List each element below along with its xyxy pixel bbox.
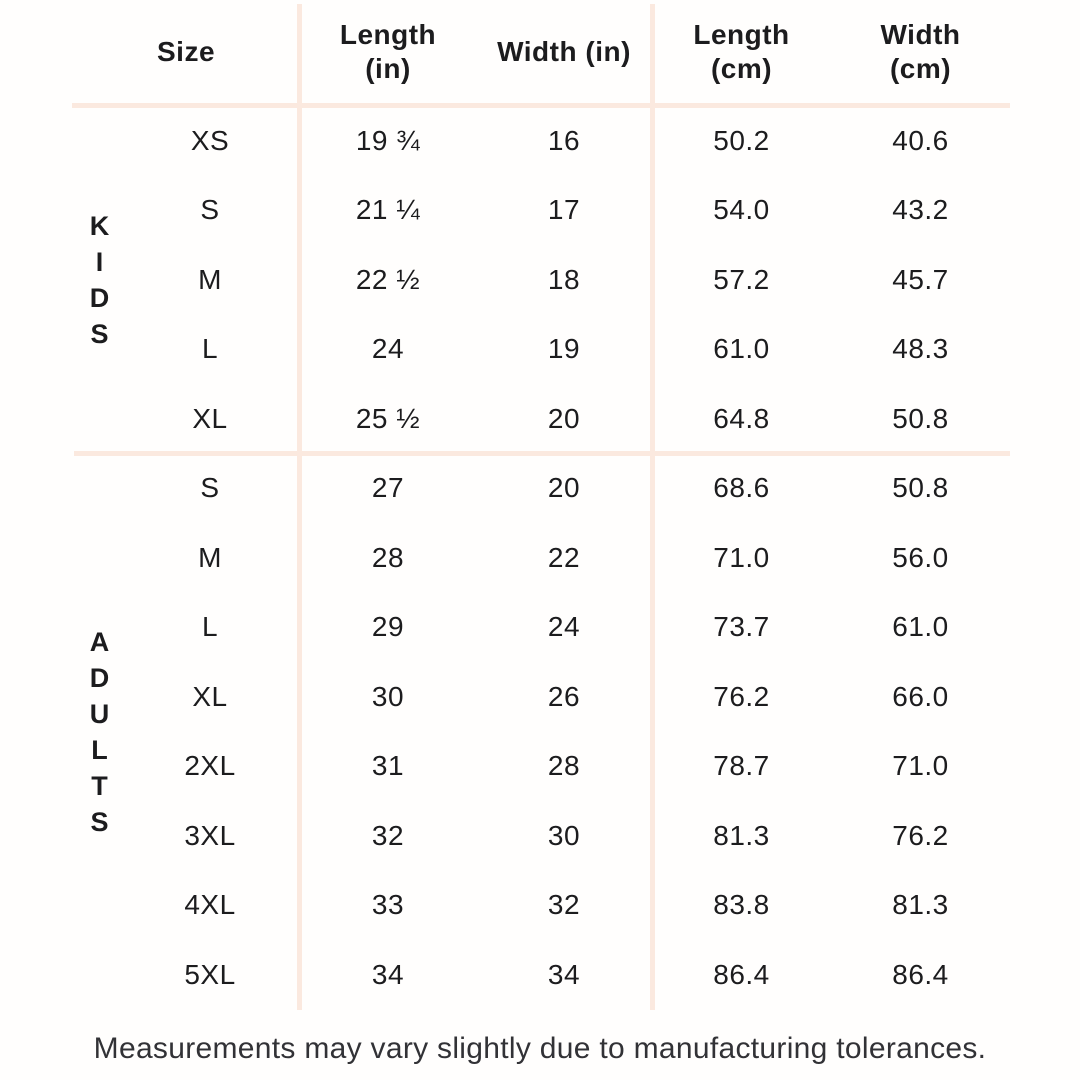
width-cm-cell: 61.0 bbox=[892, 611, 949, 643]
size-cell: 4XL bbox=[184, 889, 236, 921]
table-row: 4XL 33 32 83.8 81.3 bbox=[72, 871, 1010, 941]
size-cell: XL bbox=[192, 680, 228, 712]
size-cell: XS bbox=[190, 124, 230, 156]
width-in-cell: 32 bbox=[547, 889, 581, 921]
table-row: S 21 ¼ 17 54.0 43.2 bbox=[72, 176, 1010, 246]
kids-rows: XS 19 ¾ 16 50.2 40.6 S 21 ¼ 17 54.0 43.2… bbox=[72, 106, 1010, 454]
size-cell: 5XL bbox=[184, 958, 236, 990]
length-cm-cell: 57.2 bbox=[713, 263, 770, 295]
length-cm-cell: 68.6 bbox=[713, 472, 770, 504]
column-divider-in-cm bbox=[650, 4, 655, 1010]
kids-adults-divider-line bbox=[74, 451, 1010, 456]
length-cm-cell: 54.0 bbox=[713, 194, 770, 226]
width-cm-cell: 50.8 bbox=[892, 402, 949, 434]
width-cm-cell: 76.2 bbox=[892, 819, 949, 851]
size-cell: M bbox=[198, 541, 222, 573]
width-cm-cell: 81.3 bbox=[892, 889, 949, 921]
size-cell: XL bbox=[192, 402, 228, 434]
width-cm-cell: 56.0 bbox=[892, 541, 949, 573]
width-in-cell: 22 bbox=[547, 541, 581, 573]
length-in-cell: 32 bbox=[371, 819, 405, 851]
adults-group-label: A D U L T S bbox=[89, 626, 111, 837]
table-row: XS 19 ¾ 16 50.2 40.6 bbox=[72, 106, 1010, 176]
length-in-cell: 28 bbox=[371, 541, 405, 573]
col-header-width-in: Width (in) bbox=[497, 36, 631, 67]
width-in-cell: 28 bbox=[547, 750, 581, 782]
size-cell: 3XL bbox=[184, 819, 236, 851]
length-in-cell: 31 bbox=[371, 750, 405, 782]
table-row: S 27 20 68.6 50.8 bbox=[72, 454, 1010, 524]
width-cm-cell: 66.0 bbox=[892, 680, 949, 712]
width-in-cell: 26 bbox=[547, 680, 581, 712]
table-row: XL 30 26 76.2 66.0 bbox=[72, 662, 1010, 732]
length-cm-cell: 73.7 bbox=[713, 611, 770, 643]
width-in-cell: 30 bbox=[547, 819, 581, 851]
length-in-cell: 22 ½ bbox=[355, 263, 421, 295]
length-in-cell: 29 bbox=[371, 611, 405, 643]
col-header-length-cm: Length (cm) bbox=[693, 19, 790, 84]
table-row: L 24 19 61.0 48.3 bbox=[72, 315, 1010, 385]
table-row: 3XL 32 30 81.3 76.2 bbox=[72, 801, 1010, 871]
table-row: L 29 24 73.7 61.0 bbox=[72, 593, 1010, 663]
length-in-cell: 21 ¼ bbox=[355, 194, 421, 226]
width-cm-cell: 48.3 bbox=[892, 333, 949, 365]
length-cm-cell: 86.4 bbox=[713, 958, 770, 990]
length-cm-cell: 78.7 bbox=[713, 750, 770, 782]
table-row: 5XL 34 34 86.4 86.4 bbox=[72, 940, 1010, 1010]
table-row: XL 25 ½ 20 64.8 50.8 bbox=[72, 384, 1010, 454]
header-divider-line bbox=[72, 103, 1010, 108]
width-cm-cell: 40.6 bbox=[892, 124, 949, 156]
width-in-cell: 16 bbox=[547, 124, 581, 156]
size-cell: L bbox=[201, 333, 219, 365]
width-cm-cell: 71.0 bbox=[892, 750, 949, 782]
kids-group-label: K I D S bbox=[89, 210, 111, 349]
length-cm-cell: 83.8 bbox=[713, 889, 770, 921]
width-in-cell: 19 bbox=[547, 333, 581, 365]
column-divider-size-length bbox=[297, 4, 302, 1010]
tolerance-footnote: Measurements may vary slightly due to ma… bbox=[93, 1032, 987, 1065]
col-header-length-in: Length (in) bbox=[339, 19, 437, 84]
length-cm-cell: 71.0 bbox=[713, 541, 770, 573]
length-in-cell: 30 bbox=[371, 680, 405, 712]
width-cm-cell: 50.8 bbox=[892, 472, 949, 504]
length-cm-cell: 64.8 bbox=[713, 402, 770, 434]
length-cm-cell: 50.2 bbox=[713, 124, 770, 156]
width-in-cell: 18 bbox=[547, 263, 581, 295]
width-in-cell: 20 bbox=[547, 402, 581, 434]
length-in-cell: 19 ¾ bbox=[355, 124, 421, 156]
size-cell: M bbox=[198, 263, 222, 295]
length-in-cell: 24 bbox=[371, 333, 405, 365]
adults-rows: S 27 20 68.6 50.8 M 28 22 71.0 56.0 L 29… bbox=[72, 454, 1010, 1010]
width-in-cell: 24 bbox=[547, 611, 581, 643]
length-in-cell: 34 bbox=[371, 958, 405, 990]
table-row: 2XL 31 28 78.7 71.0 bbox=[72, 732, 1010, 802]
size-cell: S bbox=[200, 194, 220, 226]
width-cm-cell: 45.7 bbox=[892, 263, 949, 295]
col-header-size: Size bbox=[156, 36, 216, 67]
size-cell: 2XL bbox=[184, 750, 236, 782]
length-cm-cell: 61.0 bbox=[713, 333, 770, 365]
length-cm-cell: 81.3 bbox=[713, 819, 770, 851]
length-in-cell: 33 bbox=[371, 889, 405, 921]
width-in-cell: 20 bbox=[547, 472, 581, 504]
length-cm-cell: 76.2 bbox=[713, 680, 770, 712]
width-cm-cell: 86.4 bbox=[892, 958, 949, 990]
width-in-cell: 17 bbox=[547, 194, 581, 226]
table-header-row: Size Length (in) Width (in) Length (cm) … bbox=[72, 0, 1010, 104]
length-in-cell: 27 bbox=[371, 472, 405, 504]
size-cell: L bbox=[201, 611, 219, 643]
size-cell: S bbox=[200, 472, 220, 504]
width-cm-cell: 43.2 bbox=[892, 194, 949, 226]
length-in-cell: 25 ½ bbox=[355, 402, 421, 434]
width-in-cell: 34 bbox=[547, 958, 581, 990]
table-row: M 28 22 71.0 56.0 bbox=[72, 523, 1010, 593]
table-row: M 22 ½ 18 57.2 45.7 bbox=[72, 245, 1010, 315]
col-header-width-cm: Width (cm) bbox=[880, 19, 961, 84]
